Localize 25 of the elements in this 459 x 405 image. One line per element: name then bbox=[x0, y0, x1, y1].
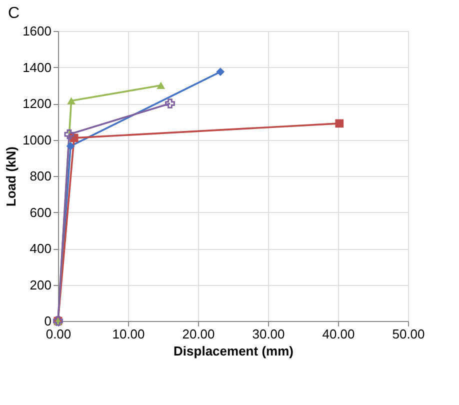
point bbox=[64, 129, 74, 140]
y-tick-label: 400 bbox=[30, 241, 52, 256]
point bbox=[165, 98, 175, 108]
x-tick-label: 40.00 bbox=[322, 326, 355, 342]
x-tick-label: 10.00 bbox=[112, 326, 145, 342]
y-tick-label: 800 bbox=[30, 168, 52, 184]
y-tick-label: 1600 bbox=[22, 24, 52, 38]
y-tick-label: 600 bbox=[30, 204, 52, 220]
y-tick-label: 1400 bbox=[22, 60, 52, 75]
x-tick-label: 0.00 bbox=[46, 326, 72, 342]
x-tick-label: 30.00 bbox=[252, 326, 285, 342]
chart-title: C bbox=[8, 5, 20, 22]
y-tick-label: 0 bbox=[44, 314, 52, 328]
y-tick-label: 200 bbox=[30, 277, 52, 292]
x-tick-label: 50.00 bbox=[392, 326, 425, 342]
y-tick-label: 1200 bbox=[22, 96, 52, 111]
point bbox=[156, 82, 166, 89]
x-tick-label: 20.00 bbox=[182, 326, 215, 342]
point bbox=[216, 68, 225, 76]
y-tick-label: 1000 bbox=[22, 132, 52, 148]
point bbox=[66, 142, 75, 150]
point bbox=[67, 97, 76, 104]
x-axis-title: Displacement (mm) bbox=[174, 344, 294, 358]
point bbox=[335, 119, 344, 128]
y-axis-title: Load (kN) bbox=[4, 146, 19, 206]
